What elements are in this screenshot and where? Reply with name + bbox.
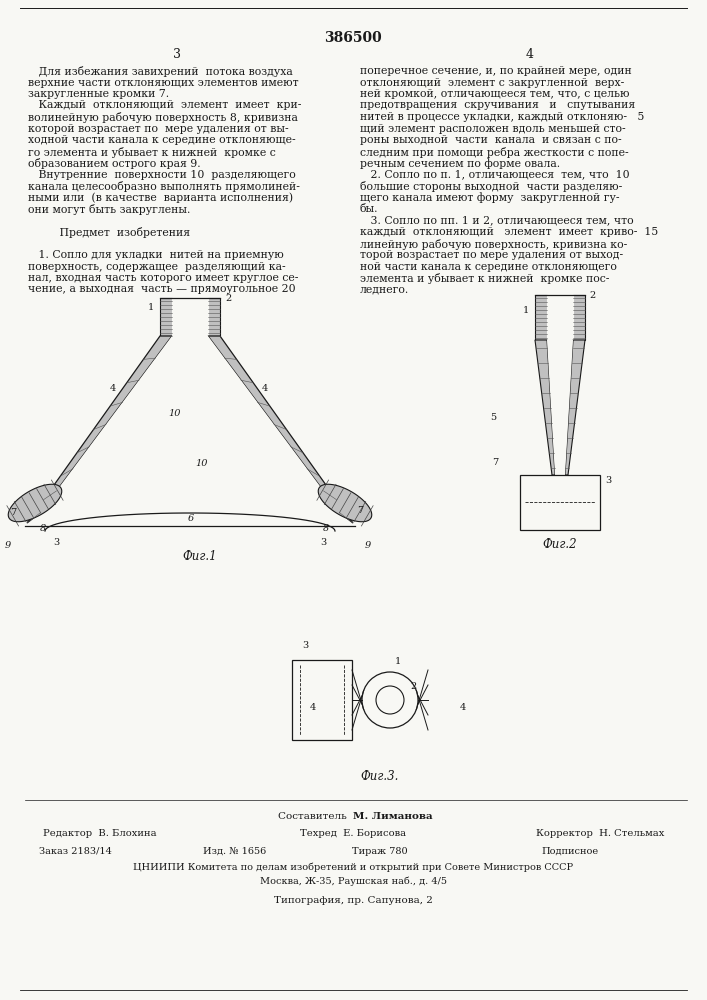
Text: 2: 2: [410, 682, 416, 691]
Text: го элемента и убывает к нижней  кромке с: го элемента и убывает к нижней кромке с: [28, 146, 276, 157]
Text: Редактор  В. Блохина: Редактор В. Блохина: [43, 829, 157, 838]
Text: ЦНИИПИ Комитета по делам изобретений и открытий при Совете Министров СССР: ЦНИИПИ Комитета по делам изобретений и о…: [133, 862, 573, 871]
Text: Для избежания завихрений  потока воздуха: Для избежания завихрений потока воздуха: [28, 66, 293, 77]
Text: ными или  (в качестве  варианта исполнения): ными или (в качестве варианта исполнения…: [28, 192, 293, 203]
Text: 9: 9: [365, 541, 371, 550]
Text: Фиг.2: Фиг.2: [543, 538, 578, 551]
Bar: [292, 660, 352, 740]
Text: Составитель: Составитель: [278, 812, 353, 821]
Text: 1: 1: [395, 657, 402, 666]
Text: Изд. № 1656: Изд. № 1656: [204, 847, 267, 856]
Polygon shape: [573, 295, 585, 340]
Text: отклоняющий  элемент с закругленной  верх-: отклоняющий элемент с закругленной верх-: [360, 78, 624, 88]
Text: Корректор  Н. Стельмах: Корректор Н. Стельмах: [536, 829, 664, 838]
Text: речным сечением по форме овала.: речным сечением по форме овала.: [360, 158, 560, 169]
Polygon shape: [208, 336, 353, 523]
Text: ходной части канала к середине отклоняюще-: ходной части канала к середине отклоняющ…: [28, 135, 296, 145]
Text: нал, входная часть которого имеет круглое се-: нал, входная часть которого имеет кругло…: [28, 273, 298, 283]
Text: ной части канала к середине отклоняющего: ной части канала к середине отклоняющего: [360, 261, 617, 271]
Text: Фиг.1: Фиг.1: [182, 550, 217, 563]
Text: поперечное сечение, и, по крайней мере, один: поперечное сечение, и, по крайней мере, …: [360, 66, 632, 76]
Polygon shape: [8, 484, 62, 522]
Text: Подписное: Подписное: [542, 847, 599, 856]
Polygon shape: [547, 340, 573, 475]
Text: 3: 3: [173, 47, 181, 60]
Polygon shape: [40, 336, 340, 513]
Text: щий элемент расположен вдоль меньшей сто-: щий элемент расположен вдоль меньшей сто…: [360, 123, 626, 133]
Text: линейную рабочую поверхность, кривизна ко-: линейную рабочую поверхность, кривизна к…: [360, 238, 627, 249]
Text: которой возрастает по  мере удаления от вы-: которой возрастает по мере удаления от в…: [28, 123, 288, 133]
Text: Типография, пр. Сапунова, 2: Типография, пр. Сапунова, 2: [274, 896, 433, 905]
Text: торой возрастает по мере удаления от выход-: торой возрастает по мере удаления от вых…: [360, 250, 623, 260]
Text: следним при помощи ребра жесткости с попе-: следним при помощи ребра жесткости с поп…: [360, 146, 629, 157]
Text: Внутренние  поверхности 10  разделяющего: Внутренние поверхности 10 разделяющего: [28, 169, 296, 180]
Text: 1. Сопло для укладки  нитей на приемную: 1. Сопло для укладки нитей на приемную: [28, 250, 284, 260]
Text: 4: 4: [262, 384, 268, 393]
Text: 3: 3: [605, 476, 612, 485]
Text: 7: 7: [492, 458, 498, 467]
Text: большие стороны выходной  части разделяю-: большие стороны выходной части разделяю-: [360, 181, 622, 192]
Text: закругленные кромки 7.: закругленные кромки 7.: [28, 89, 169, 99]
Text: Техред  Е. Борисова: Техред Е. Борисова: [300, 829, 406, 838]
Text: 1: 1: [523, 306, 530, 315]
Text: 7: 7: [10, 508, 16, 517]
Text: 9: 9: [5, 541, 11, 550]
Text: Москва, Ж-35, Раушская наб., д. 4/5: Москва, Ж-35, Раушская наб., д. 4/5: [259, 876, 447, 886]
Text: Заказ 2183/14: Заказ 2183/14: [39, 847, 112, 856]
Text: предотвращения  скручивания   и   спутывания: предотвращения скручивания и спутывания: [360, 101, 636, 110]
Text: 3: 3: [320, 538, 326, 547]
Text: 2. Сопло по п. 1, отличающееся  тем, что  10: 2. Сопло по п. 1, отличающееся тем, что …: [360, 169, 630, 180]
Text: 4: 4: [460, 703, 466, 712]
Text: Фиг.3.: Фиг.3.: [361, 770, 399, 783]
Text: бы.: бы.: [360, 204, 378, 214]
Text: канала целесообразно выполнять прямолиней-: канала целесообразно выполнять прямолине…: [28, 181, 300, 192]
Text: 2: 2: [589, 291, 595, 300]
Bar: [520, 475, 600, 530]
Text: элемента и убывает к нижней  кромке пос-: элемента и убывает к нижней кромке пос-: [360, 273, 609, 284]
Text: Каждый  отклоняющий  элемент  имеет  кри-: Каждый отклоняющий элемент имеет кри-: [28, 101, 301, 110]
Text: 7: 7: [357, 506, 363, 515]
Text: 3: 3: [302, 641, 308, 650]
Text: 3. Сопло по пп. 1 и 2, отличающееся тем, что: 3. Сопло по пп. 1 и 2, отличающееся тем,…: [360, 216, 633, 226]
Text: 1: 1: [148, 303, 154, 312]
Text: верхние части отклоняющих элементов имеют: верхние части отклоняющих элементов имею…: [28, 78, 298, 88]
Text: каждый  отклоняющий   элемент  имеет  криво-  15: каждый отклоняющий элемент имеет криво- …: [360, 227, 658, 237]
Text: щего канала имеют форму  закругленной гу-: щего канала имеют форму закругленной гу-: [360, 192, 619, 203]
Text: роны выходной  части  канала  и связан с по-: роны выходной части канала и связан с по…: [360, 135, 621, 145]
Polygon shape: [565, 340, 585, 475]
Polygon shape: [535, 295, 547, 340]
Text: чение, а выходная  часть — прямоугольное 20: чение, а выходная часть — прямоугольное …: [28, 284, 296, 294]
Polygon shape: [318, 484, 372, 522]
Text: 10: 10: [195, 459, 207, 468]
Text: они могут быть закруглены.: они могут быть закруглены.: [28, 204, 190, 215]
Text: волинейную рабочую поверхность 8, кривизна: волинейную рабочую поверхность 8, кривиз…: [28, 112, 298, 123]
Text: М. Лиманова: М. Лиманова: [353, 812, 433, 821]
Text: нитей в процессе укладки, каждый отклоняю-   5: нитей в процессе укладки, каждый отклоня…: [360, 112, 644, 122]
Polygon shape: [27, 336, 172, 523]
Text: 2: 2: [225, 294, 231, 303]
Polygon shape: [535, 340, 555, 475]
Polygon shape: [160, 298, 172, 336]
Text: 4: 4: [110, 384, 116, 393]
Text: 386500: 386500: [324, 31, 382, 45]
Text: 3: 3: [53, 538, 59, 547]
Text: 8: 8: [323, 524, 329, 533]
Text: поверхность, содержащее  разделяющий ка-: поверхность, содержащее разделяющий ка-: [28, 261, 286, 271]
Text: Предмет  изобретения: Предмет изобретения: [28, 227, 190, 238]
Text: образованием острого края 9.: образованием острого края 9.: [28, 158, 201, 169]
Text: Тираж 780: Тираж 780: [352, 847, 408, 856]
Text: ней кромкой, отличающееся тем, что, с целью: ней кромкой, отличающееся тем, что, с це…: [360, 89, 629, 99]
Text: 10: 10: [168, 409, 180, 418]
Text: 6: 6: [188, 514, 194, 523]
Polygon shape: [208, 298, 220, 336]
Text: 4: 4: [526, 47, 534, 60]
Text: леднего.: леднего.: [360, 284, 409, 294]
Text: 8: 8: [40, 524, 46, 533]
Text: 5: 5: [490, 413, 496, 422]
Text: 4: 4: [310, 703, 316, 712]
